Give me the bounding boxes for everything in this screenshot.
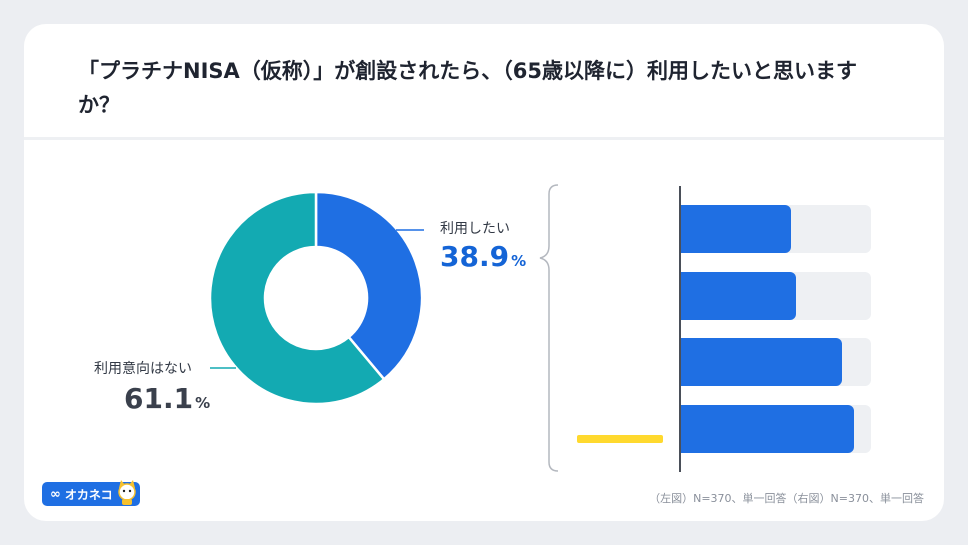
category-highlight-marker [577,434,663,443]
connector-lines [210,184,559,472]
header: 「プラチナNISA（仮称）」が創設されたら、（65歳以降に）利用したいと思います… [24,24,944,140]
infinity-icon: ∞ [50,486,61,502]
brace [539,184,559,472]
bar [681,338,843,386]
bar-axis-line [679,186,681,472]
chart-title: 「プラチナNISA（仮称）」が創設されたら、（65歳以降に）利用したいと思います… [78,59,857,117]
donut-slice-0 [314,192,422,382]
bar [681,271,796,320]
bar [681,205,792,253]
slice-label-no: 利用意向はない [94,361,192,377]
slice-value-yes-unit: % [511,252,527,270]
slice-value-yes-number: 38.9 [440,240,510,273]
slice-value-no: 61.1% [124,382,210,415]
donut-slice-1 [210,192,386,404]
chart-card: 「プラチナNISA（仮称）」が創設されたら、（65歳以降に）利用したいと思います… [24,24,944,521]
slice-label-yes: 利用したい [440,221,510,237]
donut-chart [210,192,422,404]
cat-mascot-icon [118,480,136,505]
slice-value-no-unit: % [195,394,211,412]
slice-value-no-number: 61.1 [124,382,194,415]
slice-value-yes: 38.9% [440,240,526,273]
footnote: （左図）N=370、単一回答（右図）N=370、単一回答 [649,492,924,505]
bar [681,404,855,453]
logo: ∞ オカネコ [42,480,140,506]
logo-text: オカネコ [64,487,113,502]
